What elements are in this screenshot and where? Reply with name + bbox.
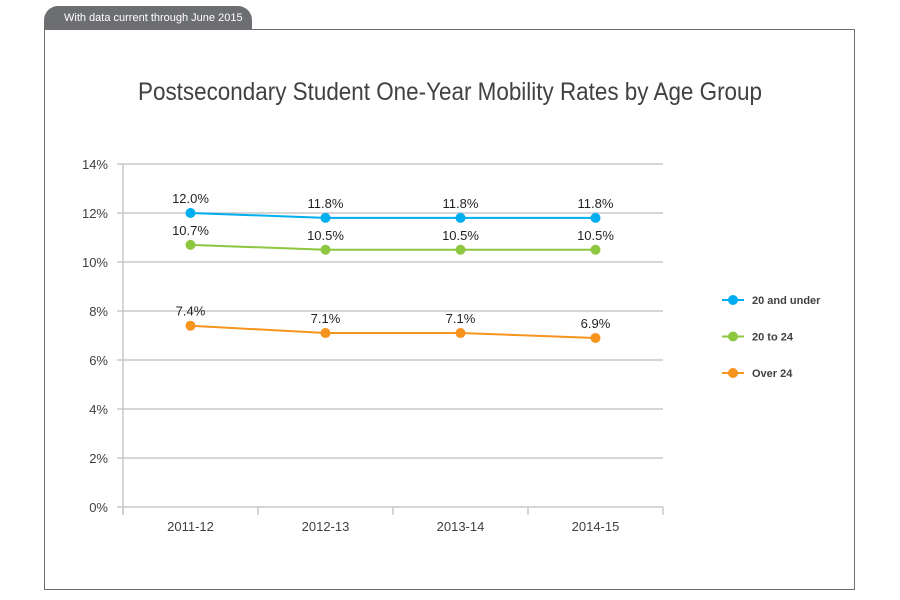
legend-label: Over 24 <box>752 368 793 380</box>
chart-title: Postsecondary Student One-Year Mobility … <box>138 78 762 106</box>
x-tick-label: 2011-12 <box>167 519 214 534</box>
data-point <box>455 244 466 255</box>
x-tick-label: 2014-15 <box>572 519 620 534</box>
data-point <box>590 212 601 223</box>
data-label: 6.9% <box>581 316 611 331</box>
data-label: 7.1% <box>446 311 476 326</box>
y-tick-label: 2% <box>89 451 108 466</box>
data-label: 11.8% <box>578 196 614 211</box>
legend-label: 20 and under <box>752 295 821 307</box>
y-tick-label: 14% <box>82 157 108 172</box>
legend-marker <box>728 331 738 342</box>
data-label: 10.5% <box>577 228 614 243</box>
data-point <box>185 208 196 218</box>
y-tick-label: 6% <box>89 353 108 368</box>
legend-label: 20 to 24 <box>752 332 794 344</box>
data-point <box>455 328 466 339</box>
data-label: 11.8% <box>443 196 479 211</box>
series-line-1 <box>190 243 596 251</box>
data-point <box>185 320 196 331</box>
y-tick-label: 8% <box>89 304 108 319</box>
data-currency-tab: With data current through June 2015 <box>44 6 252 30</box>
legend-marker <box>728 368 738 378</box>
data-point <box>590 332 601 343</box>
y-tick-label: 10% <box>82 255 108 270</box>
data-label: 10.5% <box>307 228 344 243</box>
series-line-0 <box>190 212 596 219</box>
data-point <box>590 244 601 255</box>
legend-marker <box>728 295 738 305</box>
data-label: 12.0% <box>172 191 209 206</box>
data-point <box>320 212 331 223</box>
x-tick-label: 2013-14 <box>437 519 485 534</box>
data-label: 7.4% <box>176 304 206 319</box>
data-label: 10.5% <box>442 228 479 243</box>
data-label: 7.1% <box>311 311 341 326</box>
data-point <box>320 328 331 339</box>
data-label: 11.8% <box>308 196 344 211</box>
series-line-2 <box>190 324 596 339</box>
y-tick-label: 0% <box>89 500 108 515</box>
x-tick-label: 2012-13 <box>302 519 350 534</box>
data-point <box>455 212 466 223</box>
y-tick-label: 12% <box>82 206 108 221</box>
data-point <box>320 244 331 255</box>
y-tick-label: 4% <box>89 402 108 417</box>
data-label: 10.7% <box>172 223 209 238</box>
data-point <box>185 239 196 250</box>
chart-frame <box>44 29 855 590</box>
